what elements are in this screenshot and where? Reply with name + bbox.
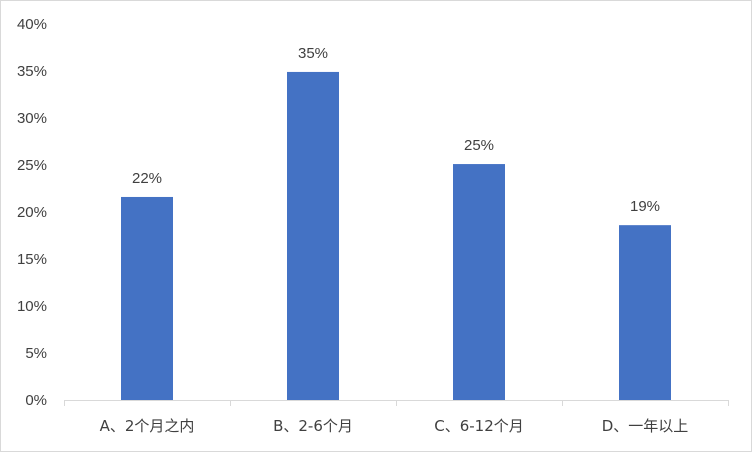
y-tick-label: 40%: [17, 16, 47, 33]
category-label: A、2个月之内: [100, 417, 195, 435]
y-tick-label: 20%: [17, 204, 47, 221]
data-label: 25%: [464, 137, 494, 154]
x-axis: [64, 400, 729, 406]
data-label: 22%: [132, 170, 162, 187]
bar: [619, 225, 671, 400]
data-label: 35%: [298, 45, 328, 62]
category-label: D、一年以上: [602, 417, 689, 435]
category-labels: A、2个月之内 B、2-6个月 C、6-12个月 D、一年以上: [100, 417, 689, 435]
category-label: C、6-12个月: [434, 417, 524, 435]
y-tick-label: 0%: [25, 392, 47, 409]
y-tick-label: 15%: [17, 251, 47, 268]
y-tick-label: 10%: [17, 298, 47, 315]
y-axis-ticks: 0% 5% 10% 15% 20% 25% 30% 35% 40%: [17, 16, 47, 409]
data-labels: 22% 35% 25% 19%: [132, 45, 660, 215]
bars: [121, 71, 671, 400]
y-tick-label: 25%: [17, 157, 47, 174]
y-tick-label: 5%: [25, 345, 47, 362]
bar: [121, 196, 173, 400]
category-label: B、2-6个月: [273, 417, 353, 435]
data-label: 19%: [630, 198, 660, 215]
bar: [453, 164, 505, 400]
y-tick-label: 30%: [17, 110, 47, 127]
bar: [287, 71, 339, 400]
y-tick-label: 35%: [17, 63, 47, 80]
